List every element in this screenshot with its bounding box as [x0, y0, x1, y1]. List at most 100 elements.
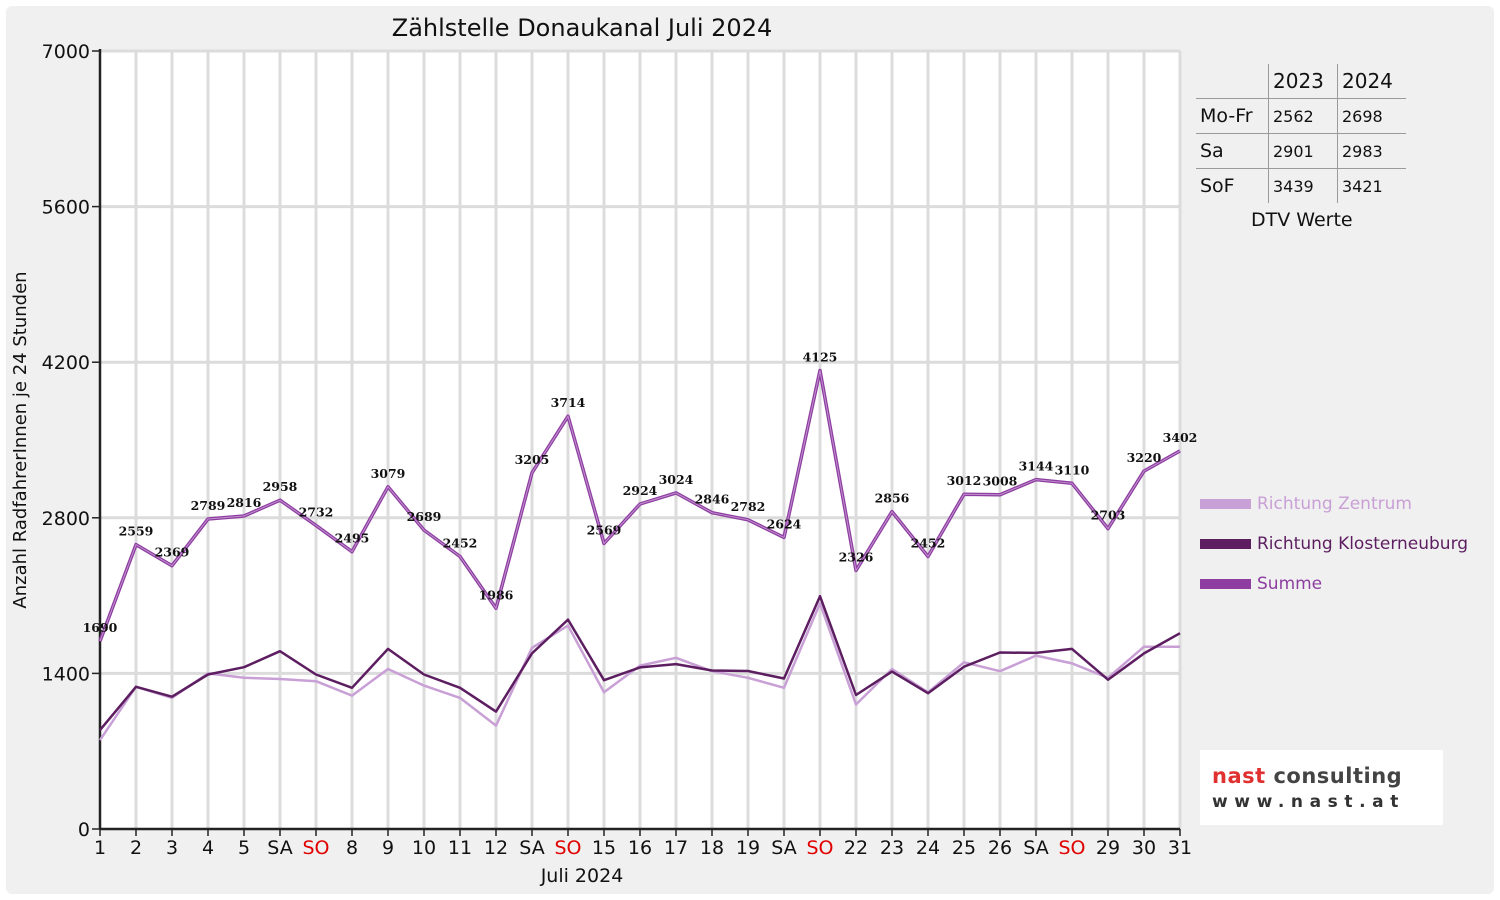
x-tick-label: SA [1023, 837, 1048, 859]
x-tick-label: 19 [736, 837, 760, 859]
legend-swatch [1200, 579, 1251, 589]
x-tick-label: SA [771, 837, 796, 859]
data-label: 2816 [227, 495, 262, 510]
y-axis-label: Anzahl RadfahrerInnen je 24 Stunden [10, 271, 31, 608]
x-tick-label: 26 [988, 837, 1012, 859]
dtv-header-2023: 2023 [1268, 64, 1338, 99]
dtv-row-label: Sa [1196, 133, 1269, 169]
series-line-summe-highlight [99, 370, 1181, 642]
legend-label: Richtung Klosterneuburg [1257, 534, 1469, 554]
data-label: 3008 [983, 474, 1018, 489]
data-label: 4125 [803, 350, 838, 365]
data-label: 2846 [695, 492, 730, 507]
data-label: 3144 [1019, 459, 1054, 474]
x-tick-label: 16 [628, 837, 652, 859]
data-label: 2958 [263, 479, 298, 494]
legend-item-summe[interactable]: Summe [1200, 574, 1322, 594]
data-label: 2624 [767, 516, 802, 531]
x-tick-label: 2 [130, 837, 142, 859]
data-label: 1690 [83, 620, 118, 635]
y-tick-label: 2800 [42, 508, 90, 530]
data-label: 2924 [623, 483, 658, 498]
dtv-cell: 3421 [1337, 168, 1406, 203]
logo-gray-part: consulting [1265, 764, 1403, 788]
dtv-table: 2023 2024 Mo-Fr 2562 2698 Sa 2901 2983 S… [1196, 64, 1406, 203]
x-tick-label: 31 [1168, 837, 1192, 859]
data-label: 2732 [299, 504, 334, 519]
x-tick-label: 10 [412, 837, 436, 859]
series-line-richtung-zentrum [98, 602, 1180, 741]
data-label: 3402 [1163, 430, 1198, 445]
x-tick-label: 9 [382, 837, 394, 859]
y-tick-label: 5600 [42, 197, 90, 219]
x-tick-label: SO [1058, 837, 1085, 859]
x-tick-label: 4 [202, 837, 214, 859]
dtv-header-2024: 2024 [1337, 64, 1406, 99]
chart-title: Zählstelle Donaukanal Juli 2024 [392, 14, 772, 42]
dtv-cell: 2562 [1268, 98, 1338, 134]
data-label: 2789 [191, 498, 226, 513]
x-tick-label: SO [806, 837, 833, 859]
x-tick-label: 30 [1132, 837, 1156, 859]
x-tick-label: 25 [952, 837, 976, 859]
legend-label: Summe [1257, 574, 1323, 594]
data-label: 3012 [947, 473, 982, 488]
dtv-cell: 2698 [1337, 98, 1406, 134]
data-label: 3714 [551, 395, 586, 410]
legend-item-zentrum[interactable]: Richtung Zentrum [1200, 494, 1412, 514]
logo-url: www.nast.at [1212, 792, 1405, 812]
data-label: 3220 [1127, 450, 1162, 465]
x-tick-label: 22 [844, 837, 868, 859]
data-label: 2559 [119, 524, 154, 539]
data-label: 2782 [731, 499, 766, 514]
dtv-cell: 3439 [1268, 168, 1338, 203]
data-label: 2452 [911, 535, 946, 550]
x-tick-label: 24 [916, 837, 940, 859]
x-tick-label: SO [302, 837, 329, 859]
logo-wordmark: nast consulting [1212, 764, 1402, 788]
axes: 1 2 3 4 5 SA SO 8 9 10 11 12 SA SO 15 16 17 18 19 SA SO 22 23 2… [42, 41, 1192, 859]
x-tick-label: 12 [484, 837, 508, 859]
data-label: 2452 [443, 535, 478, 550]
data-label: 2569 [587, 522, 622, 537]
legend-swatch [1200, 499, 1251, 509]
data-label: 3024 [659, 472, 694, 487]
data-label: 2856 [875, 491, 910, 506]
y-tick-label: 1400 [42, 663, 90, 685]
x-axis-label: Juli 2024 [540, 865, 624, 887]
x-tick-label: 3 [166, 837, 178, 859]
data-label: 3110 [1055, 462, 1090, 477]
logo-red-part: nast [1212, 764, 1266, 788]
data-label: 1986 [479, 587, 514, 602]
data-label: 2369 [155, 545, 190, 560]
data-label: 3205 [515, 452, 550, 467]
y-tick-label: 4200 [42, 352, 90, 374]
grid [100, 49, 1182, 829]
dtv-row-label: SoF [1196, 168, 1269, 203]
x-tick-label: 1 [94, 837, 106, 859]
nast-consulting-logo: nast consulting www.nast.at [1200, 750, 1443, 825]
y-tick-label: 7000 [42, 41, 90, 63]
data-label: 2326 [839, 549, 874, 564]
y-tick-label: 0 [78, 819, 90, 841]
x-tick-label: SO [554, 837, 581, 859]
dtv-row-label: Mo-Fr [1196, 98, 1269, 134]
series-line-richtung-klosterneuburg [99, 594, 1181, 731]
x-tick-label: 23 [880, 837, 904, 859]
dtv-corner [1196, 64, 1269, 99]
x-tick-label: 8 [346, 837, 358, 859]
x-tick-label: 15 [592, 837, 616, 859]
legend-label: Richtung Zentrum [1257, 494, 1412, 514]
x-tick-label: 17 [664, 837, 688, 859]
x-tick-label: SA [267, 837, 292, 859]
legend-item-klosterneuburg[interactable]: Richtung Klosterneuburg [1200, 534, 1468, 554]
x-tick-label: SA [519, 837, 544, 859]
x-tick-label: 11 [448, 837, 472, 859]
data-label: 3079 [371, 466, 406, 481]
dtv-caption: DTV Werte [1251, 209, 1353, 231]
dtv-cell: 2983 [1337, 133, 1406, 169]
data-label: 2495 [335, 531, 370, 546]
series-group [98, 368, 1181, 741]
